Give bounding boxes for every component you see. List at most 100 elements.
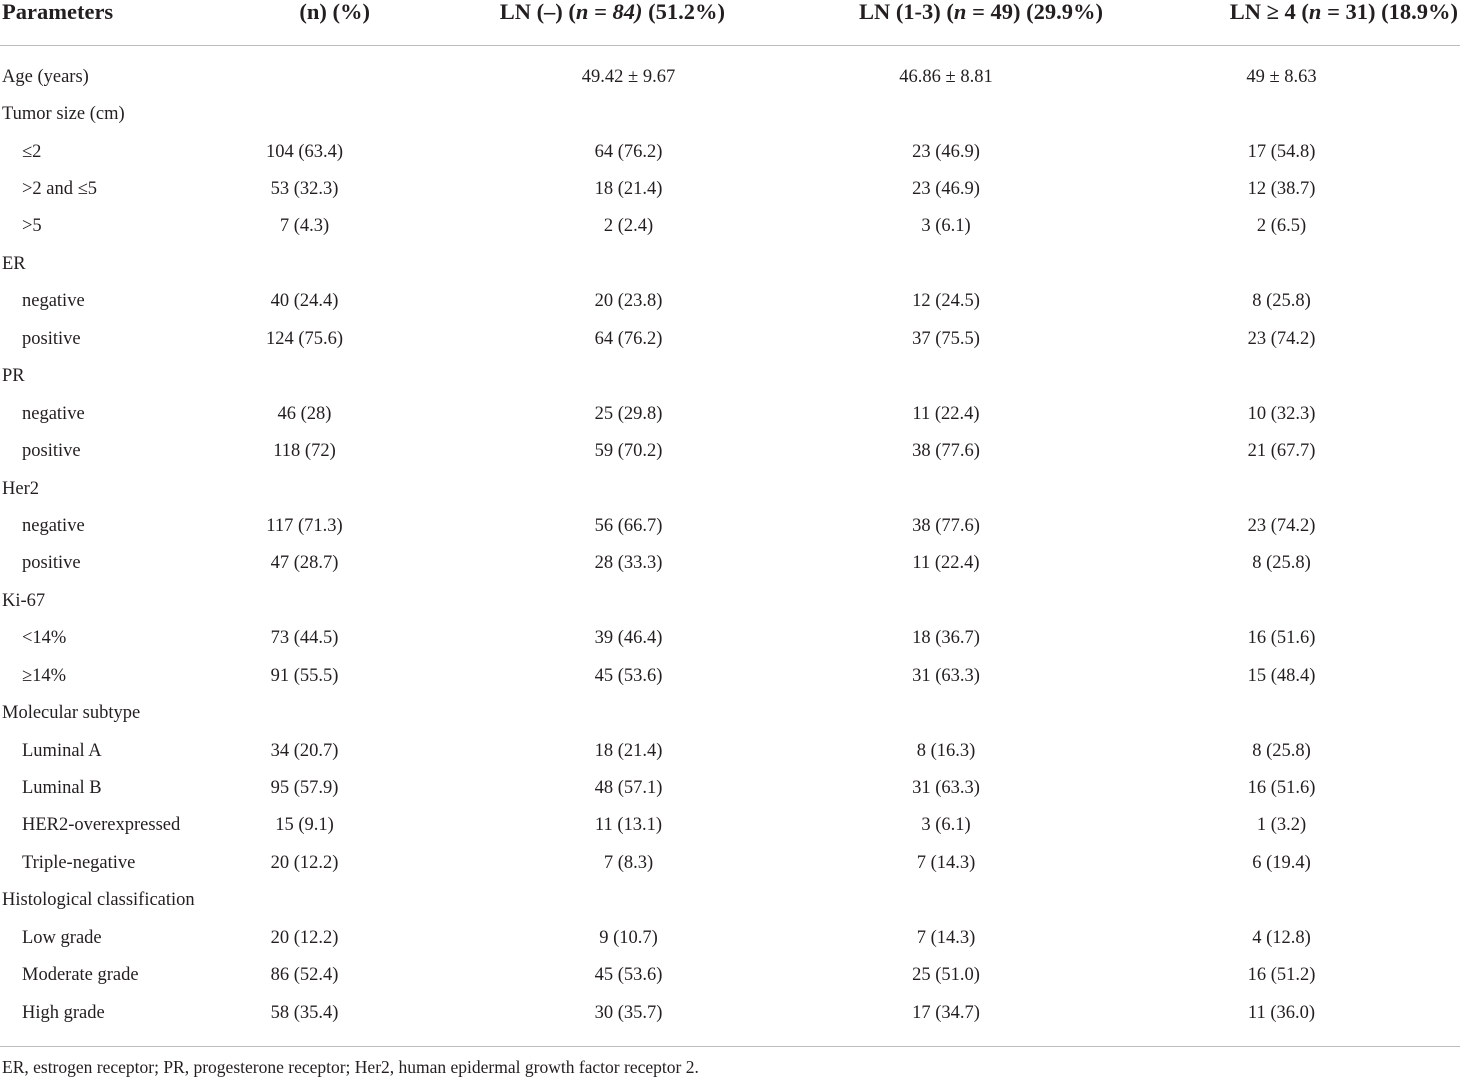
ln-4-plus-cell: 8 (25.8): [1252, 740, 1311, 761]
total-cell: 124 (75.6): [265, 328, 344, 349]
ln-negative-cell: 9 (10.7): [599, 927, 658, 948]
table-group-row: ER: [0, 245, 1460, 282]
ln-1-3-cell: 25 (51.0): [912, 965, 980, 986]
ln-1-3-cell: [789, 358, 1103, 395]
total-cell: 73 (44.5): [270, 628, 339, 649]
header-ln-4-plus-n: n: [1308, 0, 1322, 24]
ln-4-plus-cell: 23 (74.2): [1247, 328, 1316, 349]
ln-4-plus-cell: [1103, 882, 1460, 919]
ln-negative-cell: 59 (70.2): [594, 441, 663, 462]
total-cell: 86 (52.4): [270, 965, 339, 986]
ln-4-plus-cell: 1 (3.2): [1256, 815, 1307, 836]
parameter-cell: <14%: [22, 628, 67, 649]
total-cell: [233, 358, 376, 395]
ln-1-3-cell: 37 (75.5): [912, 328, 980, 349]
total-cell: [233, 694, 376, 731]
table-row: HER2-overexpressed 15 (9.1) 11 (13.1) 3 (6.…: [0, 807, 1460, 844]
ln-negative-cell: 7 (8.3): [603, 852, 654, 873]
table-row: Triple-negative 20 (12.2) 7 (8.3) 7 (14.3) 6…: [0, 844, 1460, 881]
table-row: >5 7 (4.3) 2 (2.4) 3 (6.1) 2 (6.5): [0, 208, 1460, 245]
ln-1-3-cell: [789, 245, 1103, 282]
table-group-row: Age (years) 49.42 ± 9.67 46.86 ± 8.81 49 ± …: [0, 58, 1460, 95]
parameter-cell: positive: [22, 441, 81, 462]
parameter-cell: negative: [22, 403, 85, 424]
ln-4-plus-cell: 8 (25.8): [1252, 553, 1311, 574]
parameter-cell: Luminal B: [22, 778, 102, 799]
parameter-cell: Tumor size (cm): [2, 104, 125, 125]
ln-1-3-cell: [789, 470, 1103, 507]
header-ln-4-plus-suffix: = 31) (18.9%): [1321, 0, 1458, 24]
parameter-cell: Age (years): [2, 66, 89, 87]
ln-1-3-cell: 7 (14.3): [916, 927, 976, 948]
ln-4-plus-cell: 21 (67.7): [1247, 441, 1316, 462]
header-parameters: Parameters: [0, 0, 233, 46]
ln-4-plus-cell: 23 (74.2): [1247, 515, 1316, 536]
parameter-cell: ≥14%: [22, 665, 67, 686]
parameter-cell: ≤2: [22, 141, 42, 162]
total-cell: [233, 95, 376, 132]
table-group-row: Her2: [0, 470, 1460, 507]
parameter-cell: Molecular subtype: [2, 703, 141, 724]
total-cell: 95 (57.9): [270, 778, 339, 799]
total-cell: 104 (63.4): [265, 141, 344, 162]
parameter-cell: High grade: [22, 1002, 105, 1023]
parameter-cell: >5: [22, 216, 42, 237]
ln-4-plus-cell: 16 (51.6): [1247, 628, 1316, 649]
table-row: ≤2 104 (63.4) 64 (76.2) 23 (46.9) 17 (54.8): [0, 133, 1460, 170]
parameter-cell: >2 and ≤5: [22, 179, 98, 200]
ln-4-plus-cell: 6 (19.4): [1252, 852, 1311, 873]
ln-negative-cell: 25 (29.8): [594, 403, 663, 424]
ln-negative-cell: 64 (76.2): [594, 328, 663, 349]
total-cell: 34 (20.7): [270, 740, 339, 761]
ln-1-3-cell: 12 (24.5): [912, 291, 980, 312]
parameter-cell: positive: [22, 328, 81, 349]
ln-1-3-cell: 7 (14.3): [916, 852, 976, 873]
table-footnote: ER, estrogen receptor; PR, progesterone …: [2, 1057, 699, 1077]
total-cell: 20 (12.2): [270, 852, 339, 873]
header-ln-1-3-suffix: = 49) (29.9%): [966, 0, 1103, 24]
ln-negative-cell: 11 (13.1): [594, 815, 663, 836]
parameter-cell: Her2: [2, 478, 39, 499]
header-ln-negative-n: n = 84): [575, 0, 643, 24]
header-ln-1-3-prefix: LN (1-3) (: [858, 0, 954, 24]
ln-negative-cell: 56 (66.7): [594, 515, 663, 536]
table-row: negative 46 (28) 25 (29.8) 11 (22.4) 10 (32.…: [0, 395, 1460, 432]
ln-4-plus-cell: 16 (51.2): [1247, 965, 1316, 986]
spacer-row: [0, 46, 1460, 59]
table-group-row: PR: [0, 358, 1460, 395]
ln-1-3-cell: 23 (46.9): [912, 141, 980, 162]
table-row: Luminal B 95 (57.9) 48 (57.1) 31 (63.3) 16 (…: [0, 769, 1460, 806]
ln-1-3-cell: [789, 882, 1103, 919]
ln-4-plus-cell: 4 (12.8): [1252, 927, 1311, 948]
total-cell: 53 (32.3): [270, 179, 339, 200]
ln-negative-cell: 18 (21.4): [594, 740, 663, 761]
ln-negative-cell: [376, 95, 789, 132]
ln-4-plus-cell: 49 ± 8.63: [1246, 66, 1317, 87]
parameter-cell: HER2-overexpressed: [22, 815, 181, 836]
total-cell: [233, 470, 376, 507]
parameter-cell: negative: [22, 515, 85, 536]
total-cell: 46 (28): [277, 403, 332, 424]
table-row: positive 124 (75.6) 64 (76.2) 37 (75.5) 23 (…: [0, 320, 1460, 357]
ln-negative-cell: 49.42 ± 9.67: [581, 66, 676, 87]
ln-1-3-cell: 11 (22.4): [912, 553, 980, 574]
ln-1-3-cell: 31 (63.3): [912, 665, 980, 686]
ln-1-3-cell: 38 (77.6): [912, 441, 980, 462]
ln-4-plus-cell: [1103, 245, 1460, 282]
ln-negative-cell: 20 (23.8): [594, 291, 663, 312]
ln-negative-cell: 45 (53.6): [594, 665, 663, 686]
parameter-cell: Luminal A: [22, 740, 102, 761]
total-cell: 91 (55.5): [270, 665, 339, 686]
ln-negative-cell: [376, 470, 789, 507]
ln-1-3-cell: 46.86 ± 8.81: [899, 66, 993, 87]
ln-negative-cell: [376, 582, 789, 619]
ln-negative-cell: 64 (76.2): [594, 141, 663, 162]
ln-negative-cell: 28 (33.3): [594, 553, 663, 574]
total-cell: 47 (28.7): [270, 553, 339, 574]
table-row: negative 40 (24.4) 20 (23.8) 12 (24.5) 8 (25…: [0, 283, 1460, 320]
ln-1-3-cell: 31 (63.3): [912, 778, 980, 799]
ln-4-plus-cell: [1103, 95, 1460, 132]
table-group-row: Tumor size (cm): [0, 95, 1460, 132]
table-row: positive 47 (28.7) 28 (33.3) 11 (22.4) 8 (25…: [0, 545, 1460, 582]
header-ln-negative-pct: (51.2%): [642, 0, 725, 24]
